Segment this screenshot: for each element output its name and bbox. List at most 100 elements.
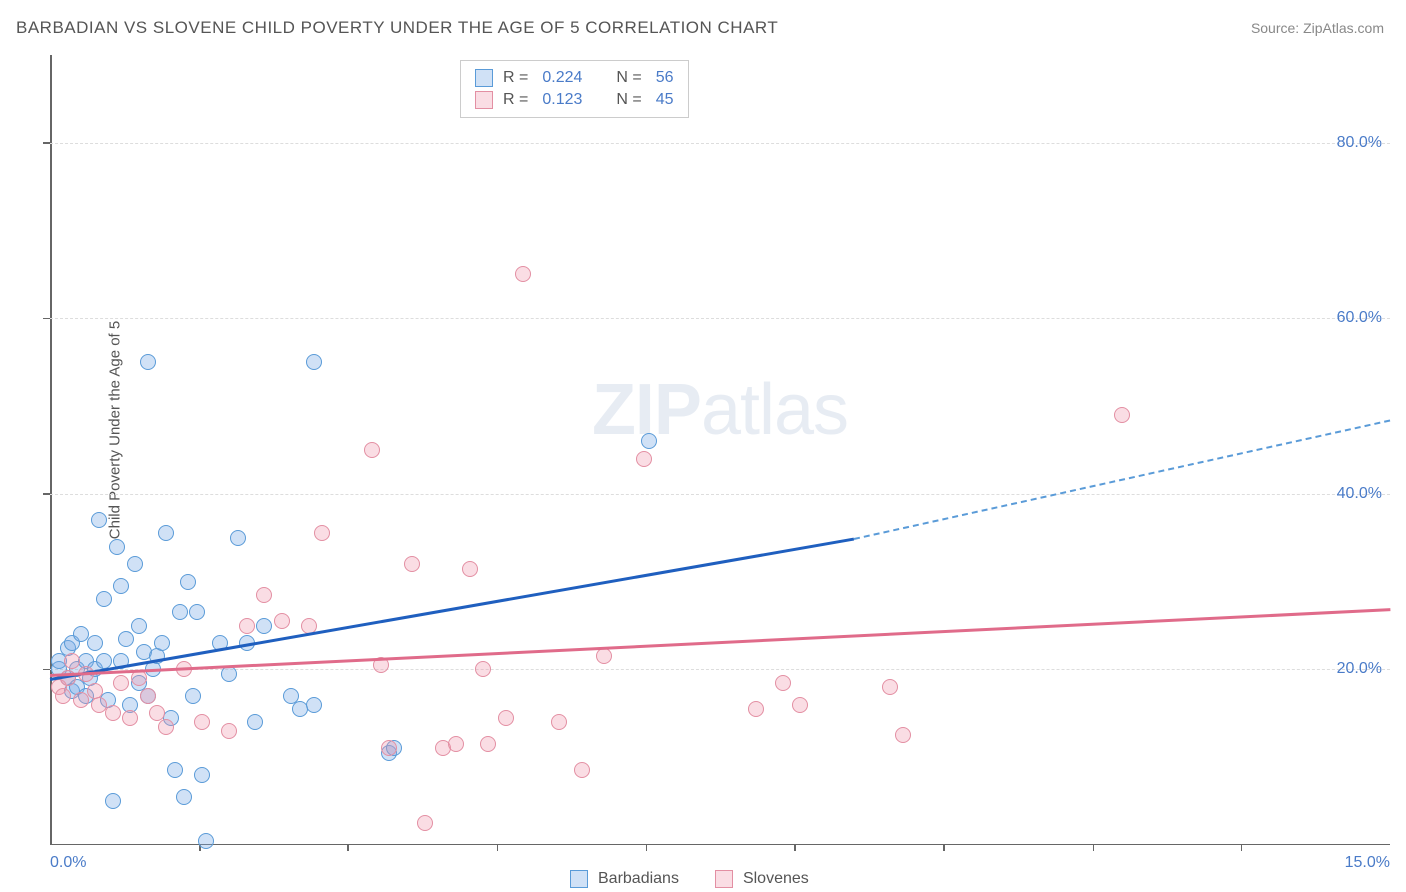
y-tick-mark — [43, 493, 50, 495]
x-tick-label: 0.0% — [50, 854, 86, 872]
data-point — [87, 635, 103, 651]
source-attribution: Source: ZipAtlas.com — [1251, 20, 1384, 36]
x-tick-mark — [347, 844, 349, 851]
data-point — [480, 736, 496, 752]
data-point — [792, 697, 808, 713]
data-point — [113, 675, 129, 691]
x-tick-mark — [1241, 844, 1243, 851]
x-tick-mark — [794, 844, 796, 851]
y-tick-mark — [43, 142, 50, 144]
chart-container: BARBADIAN VS SLOVENE CHILD POVERTY UNDER… — [0, 0, 1406, 892]
legend-row-barbadians: R = 0.224 N = 56 — [475, 67, 674, 89]
data-point — [158, 525, 174, 541]
x-tick-mark — [943, 844, 945, 851]
data-point — [154, 635, 170, 651]
data-point — [131, 618, 147, 634]
data-point — [230, 530, 246, 546]
swatch-slovenes — [475, 91, 493, 109]
x-tick-mark — [646, 844, 648, 851]
y-tick-mark — [43, 318, 50, 320]
legend-label: Slovenes — [743, 870, 809, 888]
swatch-slovenes-icon — [715, 870, 733, 888]
data-point — [131, 670, 147, 686]
data-point — [64, 653, 80, 669]
data-point — [256, 587, 272, 603]
data-point — [180, 574, 196, 590]
plot-area: ZIPatlas 20.0%40.0%60.0%80.0%0.0%15.0% — [50, 55, 1390, 845]
data-point — [172, 604, 188, 620]
y-tick-label: 80.0% — [1337, 134, 1382, 152]
watermark: ZIPatlas — [592, 369, 848, 451]
data-point — [274, 613, 290, 629]
data-point — [55, 688, 71, 704]
data-point — [256, 618, 272, 634]
data-point — [140, 688, 156, 704]
data-point — [122, 710, 138, 726]
legend-row-slovenes: R = 0.123 N = 45 — [475, 89, 674, 111]
data-point — [221, 723, 237, 739]
data-point — [167, 762, 183, 778]
gridline-h — [50, 494, 1390, 495]
data-point — [551, 714, 567, 730]
data-point — [462, 561, 478, 577]
data-point — [498, 710, 514, 726]
data-point — [748, 701, 764, 717]
gridline-h — [50, 143, 1390, 144]
data-point — [381, 740, 397, 756]
trendline — [50, 538, 854, 681]
y-tick-mark — [43, 669, 50, 671]
data-point — [118, 631, 134, 647]
data-point — [194, 714, 210, 730]
data-point — [404, 556, 420, 572]
data-point — [306, 697, 322, 713]
trendline-extrapolated — [854, 419, 1390, 539]
x-tick-label: 15.0% — [1345, 854, 1390, 872]
data-point — [314, 525, 330, 541]
data-point — [185, 688, 201, 704]
y-tick-label: 60.0% — [1337, 309, 1382, 327]
data-point — [364, 442, 380, 458]
gridline-h — [50, 669, 1390, 670]
y-axis-line — [50, 55, 52, 844]
gridline-h — [50, 318, 1390, 319]
swatch-barbadians — [475, 69, 493, 87]
data-point — [448, 736, 464, 752]
data-point — [105, 705, 121, 721]
data-point — [113, 578, 129, 594]
y-tick-label: 20.0% — [1337, 660, 1382, 678]
data-point — [574, 762, 590, 778]
legend-series: Barbadians Slovenes — [570, 870, 809, 888]
data-point — [127, 556, 143, 572]
data-point — [641, 433, 657, 449]
data-point — [239, 618, 255, 634]
data-point — [158, 719, 174, 735]
chart-title: BARBADIAN VS SLOVENE CHILD POVERTY UNDER… — [16, 18, 778, 38]
data-point — [515, 266, 531, 282]
y-tick-label: 40.0% — [1337, 485, 1382, 503]
swatch-barbadians-icon — [570, 870, 588, 888]
data-point — [105, 793, 121, 809]
data-point — [140, 354, 156, 370]
data-point — [895, 727, 911, 743]
data-point — [475, 661, 491, 677]
legend-item-slovenes: Slovenes — [715, 870, 809, 888]
data-point — [109, 539, 125, 555]
data-point — [176, 789, 192, 805]
data-point — [189, 604, 205, 620]
data-point — [194, 767, 210, 783]
data-point — [306, 354, 322, 370]
x-tick-mark — [497, 844, 499, 851]
data-point — [91, 512, 107, 528]
data-point — [417, 815, 433, 831]
data-point — [596, 648, 612, 664]
data-point — [221, 666, 237, 682]
data-point — [247, 714, 263, 730]
data-point — [636, 451, 652, 467]
data-point — [882, 679, 898, 695]
x-tick-mark — [1093, 844, 1095, 851]
data-point — [775, 675, 791, 691]
data-point — [198, 833, 214, 849]
data-point — [1114, 407, 1130, 423]
data-point — [96, 591, 112, 607]
legend-item-barbadians: Barbadians — [570, 870, 679, 888]
